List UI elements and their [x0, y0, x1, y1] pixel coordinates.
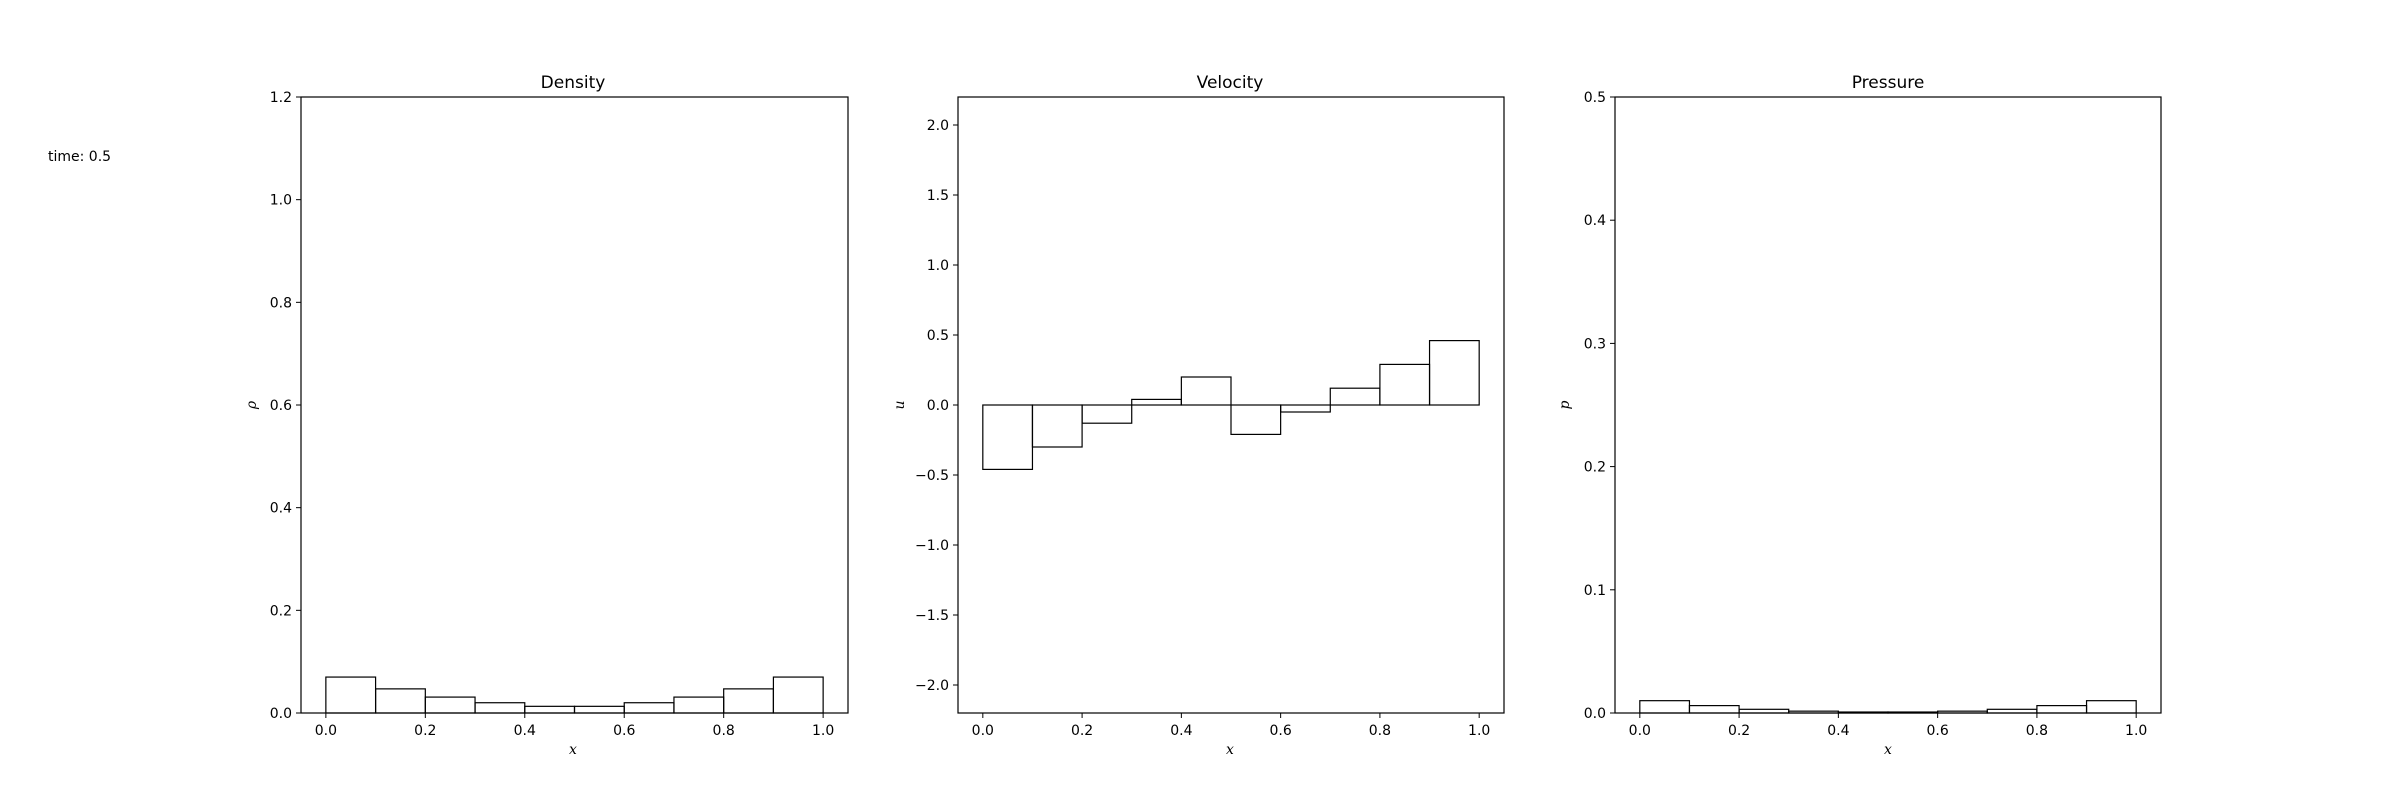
pressure-title: Pressure	[1852, 73, 1925, 93]
velocity-xtick-label: 0.2	[1071, 723, 1093, 739]
density-xtick-label: 0.0	[315, 723, 337, 739]
pressure-ytick-label: 0.4	[1584, 213, 1606, 229]
velocity-ytick-label: 1.5	[927, 188, 949, 204]
velocity-bar	[1180, 376, 1232, 406]
pressure-xtick-label: 0.6	[1927, 723, 1949, 739]
velocity-bar	[1081, 404, 1133, 424]
density-ytick-label: 0.6	[270, 398, 292, 414]
pressure-ticks: 0.0 0.2 0.4 0.6 0.8 1.0 0.0 0.1 0.2 0.3 0.4 0.5	[1584, 90, 2148, 739]
pressure-xlabel: x	[1884, 742, 1892, 758]
velocity-title: Velocity	[1197, 73, 1264, 93]
velocity-ticks: 0.0 0.2 0.4 0.6 0.8 1.0 −2.0 −1.5 −1.0 −0.5 0.0 0.5…	[915, 118, 1490, 739]
pressure-xtick-label: 0.4	[1827, 723, 1849, 739]
pressure-panel: Pressure x p 0.0 0.2 0.4 0.6 0.8 1.0 0.0 0.1 0.2…	[1557, 73, 2162, 758]
density-ytick-label: 1.0	[270, 193, 292, 209]
pressure-xtick-label: 0.8	[2026, 723, 2048, 739]
density-xlabel: x	[569, 742, 577, 758]
velocity-ytick-label: −1.5	[915, 608, 949, 624]
density-xtick-label: 0.2	[414, 723, 436, 739]
density-title: Density	[541, 73, 606, 93]
velocity-ytick-label: 1.0	[927, 258, 949, 274]
pressure-ytick-label: 0.5	[1584, 90, 1606, 106]
velocity-axes-frame	[957, 96, 1505, 714]
velocity-bar	[1031, 404, 1083, 448]
velocity-ytick-label: 0.5	[927, 328, 949, 344]
velocity-bars	[982, 340, 1480, 471]
pressure-ytick-label: 0.1	[1584, 583, 1606, 599]
pressure-axes-frame	[1614, 96, 2162, 714]
density-ytick-label: 0.2	[270, 603, 292, 619]
pressure-ylabel: p	[1557, 400, 1573, 409]
density-xtick-label: 0.8	[713, 723, 735, 739]
density-xtick-label: 0.6	[613, 723, 635, 739]
pressure-ytick-label: 0.0	[1584, 706, 1606, 722]
velocity-ytick-label: 2.0	[927, 118, 949, 134]
velocity-ytick-label: 0.0	[927, 398, 949, 414]
density-axes-frame	[300, 96, 849, 714]
velocity-ylabel: u	[892, 400, 908, 409]
velocity-xtick-label: 1.0	[1468, 723, 1490, 739]
time-annotation: time: 0.5	[48, 149, 111, 165]
velocity-bar	[1280, 404, 1331, 413]
velocity-xtick-label: 0.0	[972, 723, 994, 739]
pressure-ytick-label: 0.3	[1584, 336, 1606, 352]
pressure-xtick-label: 1.0	[2125, 723, 2147, 739]
velocity-panel: Velocity x u 0.0 0.2 0.4 0.6 0.8 1.0 −2.0 −1.5 −…	[892, 73, 1505, 758]
density-ytick-label: 0.8	[270, 295, 292, 311]
velocity-bar	[1230, 404, 1282, 435]
velocity-ytick-label: −2.0	[915, 678, 949, 694]
velocity-xlabel: x	[1226, 742, 1234, 758]
pressure-xtick-label: 0.0	[1629, 723, 1651, 739]
velocity-ytick-label: −0.5	[915, 468, 949, 484]
pressure-ytick-label: 0.2	[1584, 460, 1606, 476]
density-xtick-label: 0.4	[514, 723, 536, 739]
density-ticks: 0.0 0.2 0.4 0.6 0.8 1.0 0.0 0.2 0.4 0.6 0.8 1.0 1.2	[270, 90, 835, 739]
density-ytick-label: 0.4	[270, 501, 292, 517]
density-ytick-label: 0.0	[270, 706, 292, 722]
velocity-bar	[1428, 340, 1480, 406]
density-ylabel: ρ	[244, 400, 260, 410]
velocity-xtick-label: 0.6	[1270, 723, 1292, 739]
density-xtick-label: 1.0	[812, 723, 834, 739]
density-panel: Density x ρ 0.0 0.2 0.4 0.6 0.8 1.00.00.20.40…	[244, 73, 849, 758]
velocity-ytick-label: −1.0	[915, 538, 949, 554]
velocity-xtick-label: 0.4	[1170, 723, 1192, 739]
density-ytick-label: 1.2	[270, 90, 292, 106]
velocity-xtick-label: 0.8	[1369, 723, 1391, 739]
pressure-xtick-label: 0.2	[1728, 723, 1750, 739]
